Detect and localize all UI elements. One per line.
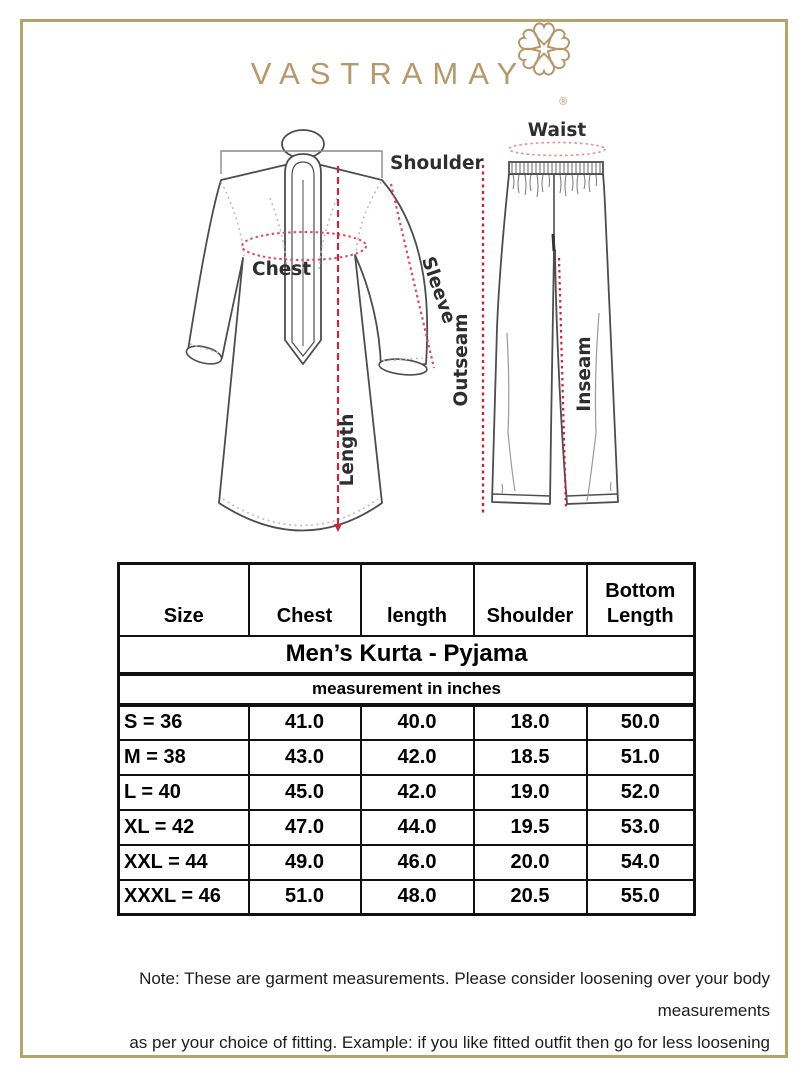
cell-shoulder: 18.0 xyxy=(472,703,588,741)
column-header-size: Size xyxy=(117,562,250,637)
kurta-shoulder-label: Shoulder xyxy=(390,153,485,174)
brand-logo-inner: VASTRAMAY ® xyxy=(250,22,573,108)
cell-chest: 47.0 xyxy=(247,808,362,846)
brand-flower-ornament-icon xyxy=(516,22,573,76)
pyjama-outseam-label: Outseam xyxy=(451,313,472,406)
cell-bottom-length: 52.0 xyxy=(585,773,696,811)
cell-shoulder: 20.5 xyxy=(472,878,588,916)
column-header-chest: Chest xyxy=(247,562,362,637)
cell-size: S = 36 xyxy=(117,703,250,741)
cell-bottom-length: 51.0 xyxy=(585,738,696,776)
pyjama-waistband xyxy=(508,161,604,175)
pyjama-waist-label: Waist xyxy=(528,120,587,141)
table-row: L = 40 45.0 42.0 19.0 52.0 xyxy=(117,773,696,811)
cell-size: L = 40 xyxy=(117,773,250,811)
note-line-1: Note: These are garment measurements. Pl… xyxy=(139,969,770,1020)
cell-size: XXL = 44 xyxy=(117,843,250,881)
table-row: S = 36 41.0 40.0 18.0 50.0 xyxy=(117,703,696,741)
pyjama-crease-lines xyxy=(501,312,612,502)
pyjama-crotch-line xyxy=(551,233,556,252)
cell-size: XL = 42 xyxy=(117,808,250,846)
table-header-row: Size Chest length Shoulder Bottom Length xyxy=(117,562,696,637)
cell-bottom-length: 55.0 xyxy=(585,878,696,916)
cell-bottom-length: 50.0 xyxy=(585,703,696,741)
size-chart-title: Men’s Kurta - Pyjama xyxy=(117,634,696,676)
cell-size: XXXL = 46 xyxy=(117,878,250,916)
cell-chest: 51.0 xyxy=(247,878,362,916)
size-chart-subtitle: measurement in inches xyxy=(117,672,696,707)
cell-shoulder: 18.5 xyxy=(472,738,588,776)
kurta-chest-measure-line xyxy=(241,231,367,261)
cell-bottom-length: 53.0 xyxy=(585,808,696,846)
column-header-bottom-length: Bottom Length xyxy=(585,562,696,637)
pyjama-inseam-measure-line xyxy=(557,257,568,511)
table-title-row: Men’s Kurta - Pyjama xyxy=(117,634,696,676)
kurta-seam-stitches xyxy=(189,181,424,527)
kurta-right-cuff xyxy=(378,358,428,376)
note-line-2: as per your choice of fitting. Example: … xyxy=(129,1033,770,1052)
cell-length: 44.0 xyxy=(359,808,475,846)
cell-chest: 49.0 xyxy=(247,843,362,881)
kurta-chest-label: Chest xyxy=(252,259,311,280)
kurta-length-label: Length xyxy=(337,414,358,487)
pyjama-waist-measure-line xyxy=(508,141,606,157)
cell-size: M = 38 xyxy=(117,738,250,776)
table-row: XXL = 44 49.0 46.0 20.0 54.0 xyxy=(117,843,696,881)
cell-length: 46.0 xyxy=(359,843,475,881)
kurta-placket-inner xyxy=(291,161,315,357)
column-header-length: length xyxy=(359,562,475,637)
size-chart-table: Men’s Kurta - Pyjama measurement in inch… xyxy=(117,562,696,916)
cell-chest: 43.0 xyxy=(247,738,362,776)
cell-shoulder: 19.0 xyxy=(472,773,588,811)
cell-length: 48.0 xyxy=(359,878,475,916)
size-chart-section: Men’s Kurta - Pyjama measurement in inch… xyxy=(117,562,696,916)
garment-measurement-diagram: Shoulder Chest Sleeve Length Waist Outse… xyxy=(185,120,619,532)
pyjama-outline xyxy=(491,173,619,505)
pyjama-waist-gathers xyxy=(512,174,597,198)
cell-shoulder: 20.0 xyxy=(472,843,588,881)
pyjama-diagram: Waist Outseam Inseam xyxy=(451,120,619,515)
column-header-shoulder: Shoulder xyxy=(472,562,588,637)
kurta-length-arrowhead xyxy=(334,524,342,532)
registered-trademark: ® xyxy=(559,96,568,108)
pyjama-hem-cuffs xyxy=(492,493,618,497)
cell-bottom-length: 54.0 xyxy=(585,843,696,881)
pyjama-inseam-label: Inseam xyxy=(574,336,595,411)
kurta-diagram: Shoulder Chest Sleeve Length xyxy=(185,129,485,532)
table-row: M = 38 43.0 42.0 18.5 51.0 xyxy=(117,738,696,776)
note-text: Note: These are garment measurements. Pl… xyxy=(38,963,770,1059)
cell-length: 40.0 xyxy=(359,703,475,741)
table-row: XXXL = 46 51.0 48.0 20.5 55.0 xyxy=(117,878,696,916)
brand-wordmark: VASTRAMAY xyxy=(250,56,528,91)
table-row: XL = 42 47.0 44.0 19.5 53.0 xyxy=(117,808,696,846)
kurta-shoulder-bracket xyxy=(220,150,383,178)
brand-logo: VASTRAMAY ® xyxy=(0,22,810,108)
cell-shoulder: 19.5 xyxy=(472,808,588,846)
cell-chest: 41.0 xyxy=(247,703,362,741)
cell-chest: 45.0 xyxy=(247,773,362,811)
cell-length: 42.0 xyxy=(359,773,475,811)
cell-length: 42.0 xyxy=(359,738,475,776)
table-subtitle-row: measurement in inches xyxy=(117,672,696,707)
